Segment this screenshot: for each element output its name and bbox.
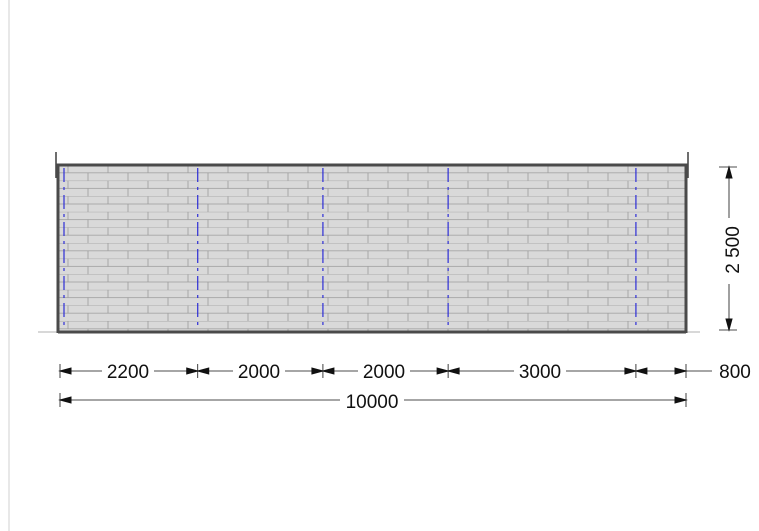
dimension-arrow — [446, 367, 460, 375]
dimension-arrow — [436, 367, 451, 375]
wall-outline — [55, 152, 689, 334]
dimension-arrow — [634, 367, 648, 375]
dimension-arrow — [186, 367, 200, 375]
dimension-label-3000: 3000 — [519, 362, 561, 383]
dimension-arrow — [674, 367, 688, 375]
dimension-arrow — [725, 165, 733, 179]
post-marks — [63, 168, 637, 330]
dimension-arrow — [321, 367, 335, 375]
dimension-label-height: 2 500 — [723, 226, 744, 274]
dimension-label-2000-b: 2000 — [363, 362, 405, 383]
dimension-arrow — [58, 396, 72, 404]
brick-wall — [58, 165, 686, 332]
dimension-arrow — [624, 367, 638, 375]
dimension-arrow — [674, 396, 688, 404]
dimension-label-2200: 2200 — [107, 362, 149, 383]
dimension-arrow — [58, 367, 72, 375]
dimension-label-2000-a: 2000 — [238, 362, 280, 383]
dimension-label-800: 800 — [719, 362, 751, 383]
dimension-lines — [58, 165, 737, 407]
dimension-arrow — [725, 318, 733, 332]
dimension-arrow — [311, 367, 325, 375]
dimension-label-total: 10000 — [346, 392, 399, 413]
dimension-arrow — [195, 367, 210, 375]
